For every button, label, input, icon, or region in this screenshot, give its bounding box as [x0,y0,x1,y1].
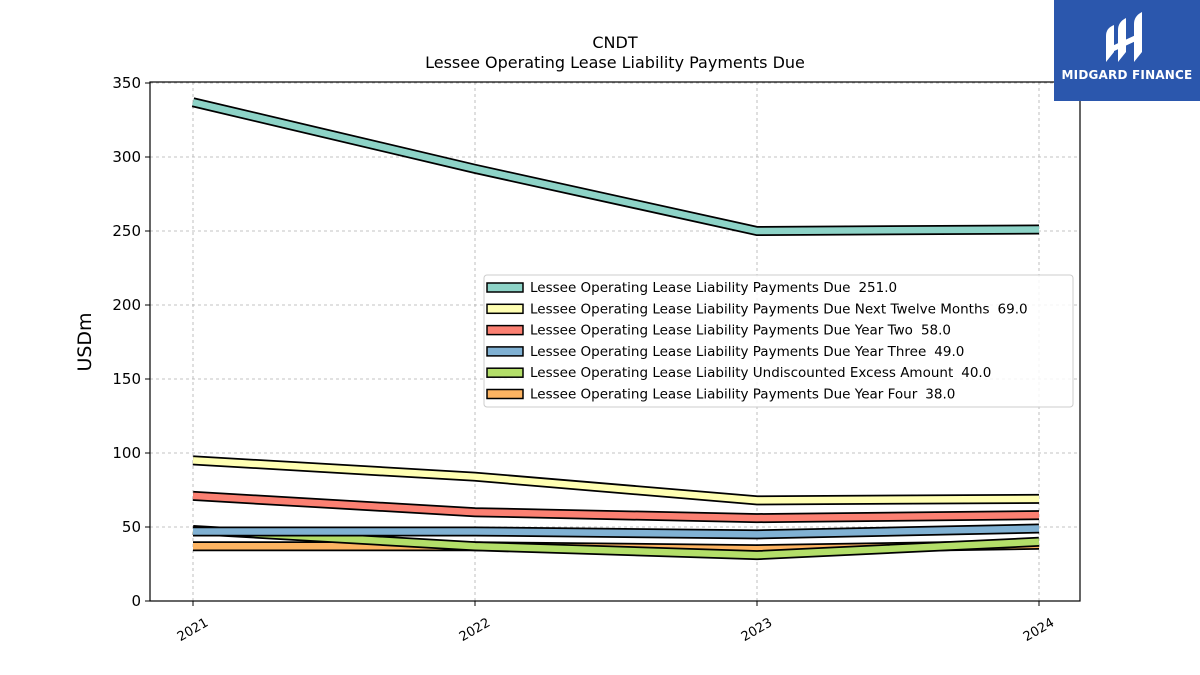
y-tick-label: 300 [112,148,141,166]
series-line [193,523,1040,540]
series-line [192,524,1040,561]
legend-swatch [486,346,524,357]
x-tick-label: 2022 [457,615,493,645]
x-tick-label: 2021 [175,615,211,645]
series-layer [191,97,1040,561]
y-axis-label: USDm [74,312,96,371]
y-tick-label: 250 [112,222,141,240]
legend: Lessee Operating Lease Liability Payment… [483,274,1074,408]
legend-series-name: Lessee Operating Lease Liability Undisco… [530,365,953,381]
y-axis: 0 50 100 150 200 250 300 350 [112,74,150,610]
x-axis: 2021 2022 2023 2024 [175,601,1057,645]
series-line [192,455,1040,506]
legend-series-name: Lessee Operating Lease Liability Payment… [530,301,990,317]
legend-entry: Lessee Operating Lease Liability Payment… [530,387,955,403]
series-line-fill [192,99,1040,235]
legend-entry: Lessee Operating Lease Liability Payment… [530,280,897,296]
plot-area-frame [149,81,1081,602]
y-tick-label: 150 [112,370,141,388]
legend-series-value: 38.0 [925,387,955,403]
legend-swatch [486,367,524,378]
logo-text: MIDGARD FINANCE [1061,68,1193,82]
legend-swatch [486,388,524,400]
series-line-fill [192,526,1040,559]
legend-box [483,274,1074,408]
legend-entry: Lessee Operating Lease Liability Payment… [530,323,951,339]
series-line-fill [192,492,1040,522]
x-tick-label: 2023 [739,615,775,645]
legend-swatch [486,324,524,336]
legend-entry: Lessee Operating Lease Liability Payment… [530,344,964,360]
legend-series-name: Lessee Operating Lease Liability Payment… [530,344,926,360]
y-tick-label: 200 [112,296,141,314]
series-line [192,490,1040,524]
series-line-fill [193,525,1040,538]
y-tick-label: 350 [112,74,141,92]
y-tick-label: 50 [122,518,141,536]
legend-series-value: 58.0 [921,323,951,339]
series-line [191,97,1040,237]
chart-title-line1: CNDT [592,33,637,52]
legend-entry: Lessee Operating Lease Liability Undisco… [530,365,991,381]
series-line-fill [192,457,1040,504]
legend-swatch [486,303,524,315]
legend-series-name: Lessee Operating Lease Liability Payment… [530,323,913,339]
legend-series-value: 251.0 [858,280,897,296]
legend-swatch [486,282,524,293]
legend-series-value: 49.0 [934,344,964,360]
x-tick-label: 2024 [1021,615,1057,645]
y-tick-label: 100 [112,444,141,462]
legend-series-name: Lessee Operating Lease Liability Payment… [530,387,918,403]
chart-title-line2: Lessee Operating Lease Liability Payment… [425,53,805,72]
legend-series-value: 69.0 [998,301,1028,317]
legend-entry: Lessee Operating Lease Liability Payment… [530,301,1028,317]
series-line-outline [191,97,1040,237]
y-tick-label: 0 [131,592,141,610]
legend-series-value: 40.0 [961,365,991,381]
midgard-logo-mark-icon [1106,12,1142,62]
midgard-finance-logo: MIDGARD FINANCE [1054,0,1200,101]
legend-series-name: Lessee Operating Lease Liability Payment… [530,280,850,296]
